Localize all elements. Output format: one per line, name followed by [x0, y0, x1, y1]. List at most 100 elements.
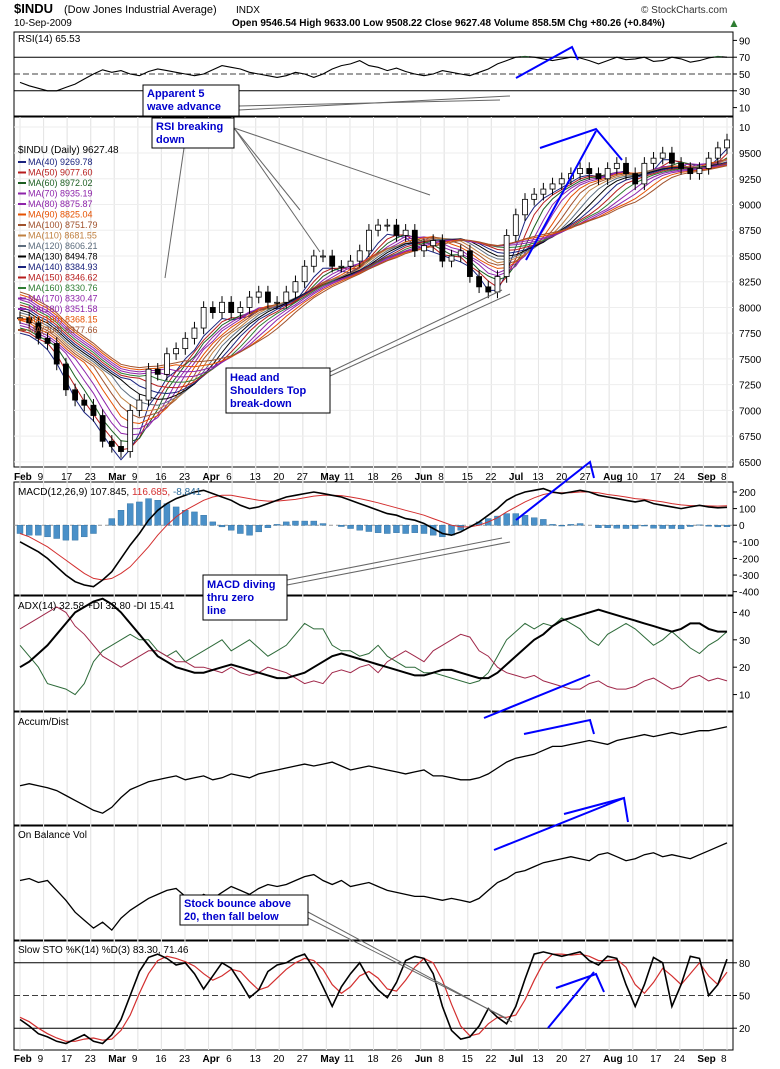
price-bar-body: [724, 139, 730, 149]
ma-legend-1: MA(50) 9077.60: [28, 168, 93, 178]
y-tick-label-stochastic-0: 80: [739, 959, 751, 970]
annotation-leader-4: [164, 147, 185, 279]
price-bar-body: [246, 296, 253, 308]
ma-legend-6: MA(100) 8751.79: [28, 220, 98, 230]
watermark: © StockCharts.com: [641, 5, 727, 16]
price-tick-label-2: 9250: [739, 175, 762, 186]
annotations: Apparent 5 wave advance RSI breaking dow…: [142, 84, 331, 926]
x-tick-label-bottom-8: Apr: [203, 1054, 220, 1065]
price-bar-body: [421, 245, 427, 252]
x-tick-label-bottom-15: 18: [368, 1054, 380, 1065]
ma-legend-15: MA(190) 8368.15: [28, 315, 98, 325]
macd-hist-bar: [393, 525, 400, 533]
macd-hist-bar: [200, 515, 207, 526]
price-bar-body: [164, 353, 170, 375]
x-tick-label-top-25: Aug: [603, 472, 622, 483]
price-tick-label-4: 8750: [739, 226, 762, 237]
price-tick-label-8: 7750: [739, 329, 762, 340]
x-tick-label-top-3: 23: [85, 472, 97, 483]
macd-signal-value: 116.685,: [132, 487, 173, 498]
price-bar-body: [237, 307, 244, 313]
macd-hist-bar: [503, 513, 510, 526]
rsi-title: RSI(14) 65.53: [18, 34, 81, 45]
price-bar-body: [191, 327, 198, 339]
x-tick-label-top-16: 26: [391, 472, 403, 483]
price-tick-label-6: 8250: [739, 278, 762, 289]
x-tick-label-top-29: Sep: [697, 472, 715, 483]
annotation-leader-3: [233, 127, 301, 211]
y-tick-label-adx-0: 40: [739, 608, 751, 619]
y-tick-label-macd-0: 200: [739, 488, 756, 499]
price-bar-body: [209, 307, 216, 313]
y-tick-label-adx-3: 10: [739, 691, 751, 702]
price-bar-body: [650, 157, 657, 164]
macd-hist-bar: [25, 525, 33, 536]
price-bar-body: [448, 255, 455, 262]
price-tick-label-0: 10: [739, 123, 751, 134]
annotation-leader-5: [233, 127, 321, 253]
ma-legend-7: MA(110) 8681.55: [28, 231, 97, 241]
price-tick-label-11: 7000: [739, 406, 762, 417]
price-bar-body: [35, 322, 42, 339]
annotation-leader-1: [238, 95, 511, 111]
price-bar-body: [301, 265, 308, 283]
x-tick-label-top-19: 15: [462, 472, 474, 483]
price-bar-body: [356, 250, 363, 262]
ma-line-13: [19, 164, 728, 378]
macd-signal-line: [19, 491, 728, 581]
macd-hist-bar: [172, 506, 180, 526]
ma-legend-14: MA(180) 8351.58: [28, 304, 98, 314]
price-bar-body: [63, 363, 69, 391]
annotation-leader-6: [329, 293, 511, 377]
price-bar-body: [118, 446, 124, 452]
price-bar-body: [338, 265, 345, 268]
price-bar-body: [255, 291, 262, 298]
x-tick-label-top-0: Feb: [14, 472, 32, 483]
y-tick-label-macd-6: -400: [739, 588, 759, 599]
ma-legend-16: MA(200) 8377.66: [28, 325, 98, 335]
price-bar-body: [632, 173, 639, 185]
macd-hist-bar: [411, 525, 419, 533]
price-bar-body: [457, 250, 464, 257]
macd-hist-bar: [35, 525, 42, 536]
y-tick-label-macd-3: -100: [739, 538, 759, 549]
annotation-macd-line2: thru zero: [207, 592, 254, 604]
macd-hist-bar: [558, 525, 565, 527]
x-tick-label-bottom-20: 22: [485, 1054, 497, 1065]
trendline-2: [525, 130, 597, 261]
price-bar-body: [476, 276, 482, 288]
macd-hist-bar: [273, 524, 281, 526]
macd-value: 107.845,: [90, 487, 132, 498]
x-tick-label-bottom-9: 6: [226, 1054, 232, 1065]
macd-hist-bar: [631, 525, 639, 529]
trendline-5: [523, 718, 595, 735]
obv-line: [19, 842, 728, 932]
y-tick-label-rsi-1: 70: [739, 53, 751, 64]
price-bar-body: [108, 440, 115, 447]
trendline-3: [515, 460, 595, 521]
price-tick-label-3: 9000: [739, 201, 762, 212]
price-bar-body: [714, 147, 721, 159]
macd-hist-bar: [347, 525, 354, 529]
price-bar-body: [678, 162, 684, 169]
price-bar-body: [430, 240, 437, 247]
x-tick-label-bottom-24: 27: [580, 1054, 592, 1065]
trendline-7: [563, 797, 625, 815]
macd-title: MACD(12,26,9) 107.845, 116.685, -8.841: [18, 487, 202, 498]
ma-legend-11: MA(150) 8346.62: [28, 273, 98, 283]
macd-hist-bar: [246, 525, 253, 536]
chart-series: [16, 55, 731, 1045]
trendline-6: [493, 796, 629, 851]
price-bar-body: [219, 301, 225, 313]
price-bar-body: [531, 193, 538, 200]
price-bar-body: [595, 173, 602, 180]
x-tick-label-bottom-27: 17: [650, 1054, 662, 1065]
trendlines: [164, 45, 629, 1029]
annotation-box-rsi: [151, 117, 235, 149]
price-bar-body: [72, 389, 78, 401]
x-tick-label-top-4: Mar: [108, 472, 126, 483]
macd-hist-bar: [613, 525, 621, 529]
price-bar-body: [522, 198, 528, 216]
x-tick-label-top-9: 6: [226, 472, 232, 483]
macd-hist-bar: [264, 525, 272, 528]
